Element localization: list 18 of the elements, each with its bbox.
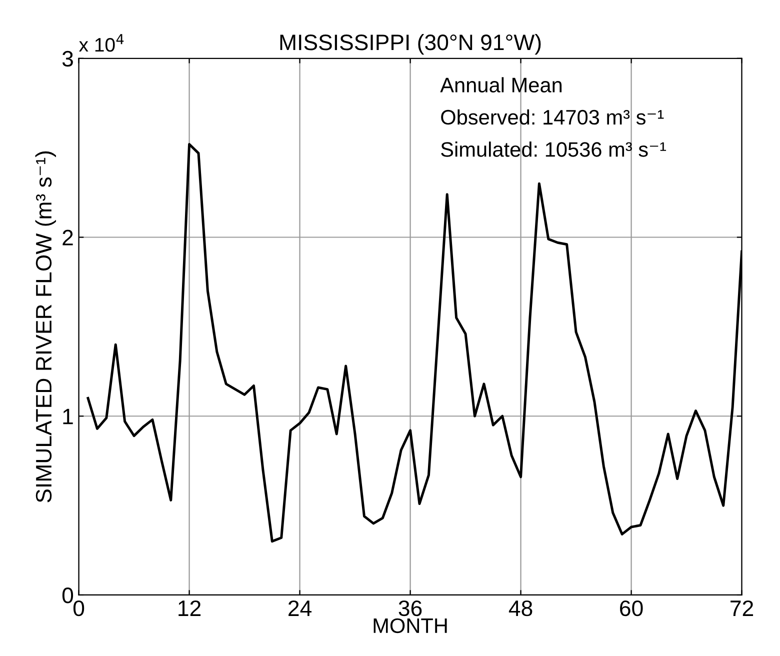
y-tick-label: 3 [62,50,73,67]
y-tick-label: 1 [63,408,73,424]
x-tick-label: 60 [620,600,643,616]
y-tick-label: 2 [62,230,73,246]
chart-title: MISSISSIPPI (30°N 91°W) [280,34,541,55]
y-tick-label: 0 [62,588,74,604]
x-tick-label: 12 [178,600,201,616]
annotation: Annual Mean [440,77,562,92]
annotation: Simulated: 10536 m³ s⁻¹ [441,142,666,157]
x-tick-label: 72 [730,600,754,616]
x-axis-title: MONTH [374,618,447,634]
x-tick-label: 48 [508,600,532,616]
y-axis-title: SIMULATED RIVER FLOW (m³ s⁻¹) [35,151,56,502]
text: x 10$^{4}$ [79,34,124,52]
x-tick-label: 0 [73,600,84,616]
x-tick-label: 24 [288,600,312,616]
annotation: Observed: 14703 m³ s⁻¹ [441,109,664,125]
x-tick-label: 36 [398,600,422,616]
